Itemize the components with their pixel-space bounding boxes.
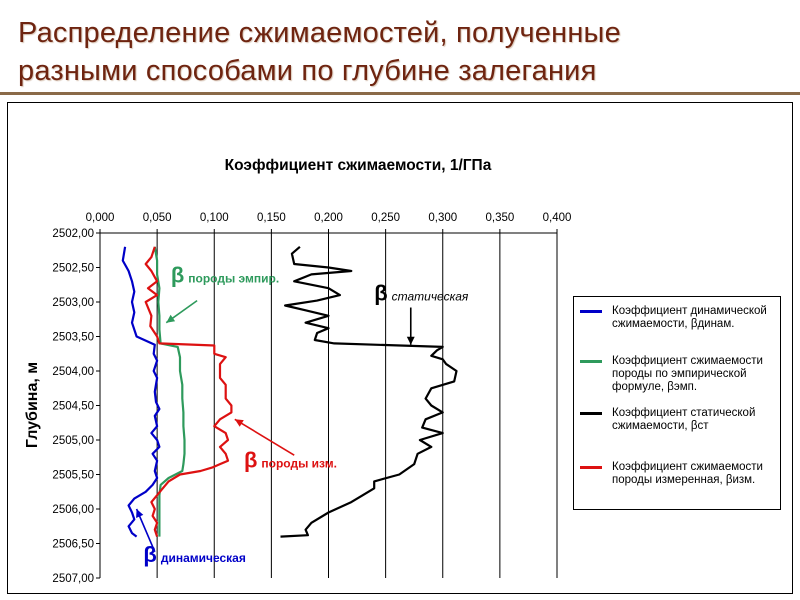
annotation-3: β породы изм.: [234, 418, 337, 473]
y-tick-label: 2506,50: [52, 539, 94, 551]
y-tick-label: 2504,00: [52, 366, 94, 378]
y-tick-label: 2502,00: [52, 228, 94, 240]
x-tick-label: 0,100: [200, 212, 229, 224]
legend-label: Коэффициент сжимаемости породы измеренна…: [612, 461, 763, 486]
series-line-3: [280, 245, 458, 538]
y-tick-label: 2505,50: [52, 470, 94, 482]
legend-label: Коэффициент динамической сжимаемости, βд…: [612, 305, 767, 330]
y-tick-label: 2503,50: [52, 332, 94, 344]
y-axis-label: Глубина, м: [24, 362, 41, 448]
y-tick-label: 2504,50: [52, 401, 94, 413]
annotation-2: β статическая: [374, 281, 469, 345]
x-tick-label: 0,400: [543, 212, 572, 224]
x-tick-label: 0,350: [485, 212, 514, 224]
y-tick-label: 2505,00: [52, 435, 94, 447]
annotation-label: β статическая: [374, 281, 469, 306]
annotation-arrowhead: [136, 509, 144, 518]
annotation-arrowhead: [234, 419, 244, 427]
x-tick-label: 0,300: [428, 212, 457, 224]
y-tick-label: 2506,00: [52, 504, 94, 516]
annotation-layer: β породы эмпир. β статическая β породы изм. β д…: [135, 263, 469, 567]
annotation-arrowhead: [166, 314, 176, 323]
annotation-arrow: [234, 418, 295, 456]
series-line-1: [121, 246, 161, 538]
y-tick-label: 2503,00: [52, 297, 94, 309]
y-tick-label: 2502,50: [52, 263, 94, 275]
legend: Коэффициент динамической сжимаемости, βд…: [573, 296, 781, 510]
annotation-label: β породы эмпир.: [171, 263, 279, 288]
legend-swatch: [580, 466, 602, 469]
y-tick-label: 2507,00: [52, 573, 94, 585]
legend-swatch: [580, 360, 602, 363]
axis-layer: 0,000 0,050 0,100 0,150 0,200 0,250 0,300 0,350…: [52, 212, 571, 585]
x-tick-label: 0,200: [314, 212, 343, 224]
slide-title-line-1: Распределение сжимаемостей, полученные: [18, 17, 621, 49]
slide-title-line-2: разными способами по глубине залегания: [18, 55, 597, 87]
series-layer: [121, 245, 458, 538]
annotation-1: β породы эмпир.: [165, 263, 279, 324]
legend-label: Коэффициент статической сжимаемости, βст: [612, 407, 756, 432]
annotation-label: β динамическая: [143, 542, 245, 567]
title-divider: [0, 92, 800, 95]
annotation-4: β динамическая: [135, 508, 246, 567]
legend-swatch: [580, 412, 602, 415]
series-line-2: [153, 246, 186, 537]
x-tick-label: 0,000: [86, 212, 115, 224]
x-tick-label: 0,150: [257, 212, 286, 224]
chart-title: Коэффициент сжимаемости, 1/ГПа: [225, 157, 492, 174]
annotation-label: β породы изм.: [244, 448, 337, 473]
x-tick-label: 0,250: [371, 212, 400, 224]
annotation-arrowhead: [406, 336, 415, 345]
slide-title: Распределение сжимаемостей, полученные р…: [18, 14, 718, 90]
legend-swatch: [580, 310, 602, 313]
x-tick-label: 0,050: [143, 212, 172, 224]
legend-label: Коэффициент сжимаемости породы по эмпири…: [612, 355, 763, 393]
series-line-4: [144, 246, 233, 537]
